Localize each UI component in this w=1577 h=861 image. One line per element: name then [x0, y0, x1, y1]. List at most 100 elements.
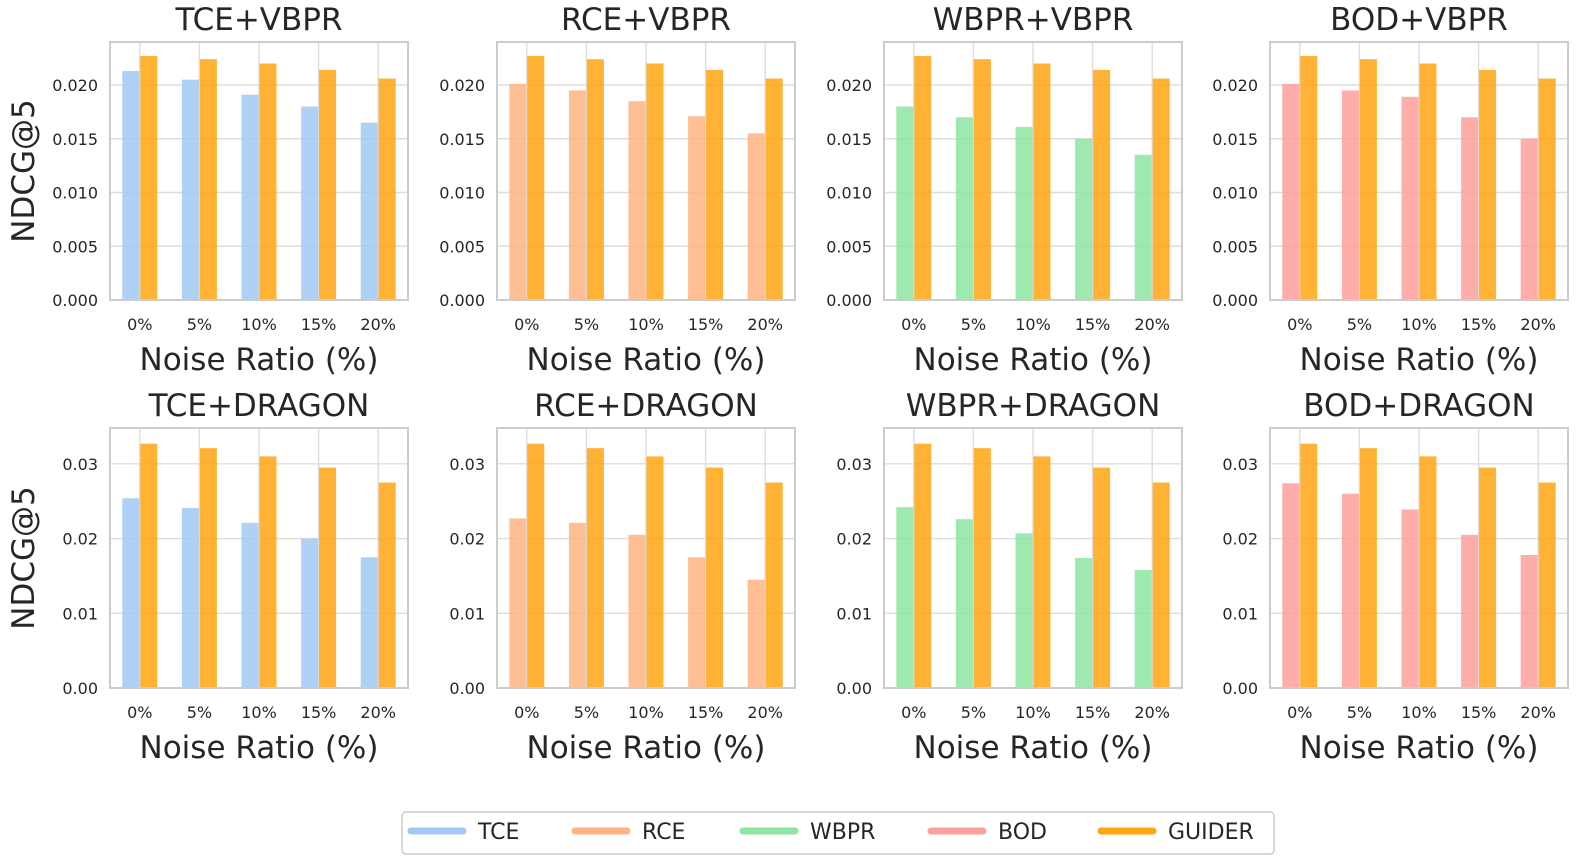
y-tick-label: 0.00 [836, 679, 872, 698]
chart-title: WBPR+DRAGON [906, 388, 1161, 424]
bar-guider [259, 456, 277, 688]
bar-guider [1359, 448, 1377, 688]
x-tick-label: 5% [1347, 315, 1372, 334]
x-tick-label: 20% [747, 315, 783, 334]
x-tick-label: 20% [360, 703, 396, 722]
bar-guider [914, 55, 932, 300]
bar-guider [586, 448, 604, 688]
x-tick-label: 5% [574, 315, 599, 334]
bar-bod [1282, 483, 1300, 688]
bar-guider [765, 482, 783, 688]
plot-frame [1269, 41, 1569, 301]
x-tick-label: 0% [514, 315, 539, 334]
chart-title: WBPR+VBPR [933, 2, 1134, 38]
chart-title: RCE+VBPR [561, 2, 731, 38]
x-tick-label: 15% [688, 315, 724, 334]
bar-wbpr [1134, 569, 1152, 688]
bar-guider [140, 443, 158, 688]
bar-guider [319, 69, 337, 300]
bar-guider [586, 59, 604, 301]
plot-frame [883, 41, 1183, 301]
y-tick-label: 0.00 [62, 679, 98, 698]
bar-guider [1419, 456, 1437, 688]
bar-wbpr [896, 507, 914, 688]
x-tick-label: 5% [961, 703, 986, 722]
y-tick-label: 0.015 [52, 130, 98, 149]
legend-label-rce: RCE [642, 820, 685, 845]
bar-guider [765, 78, 783, 300]
y-tick-label: 0.010 [439, 184, 485, 203]
bar-guider [973, 59, 991, 301]
x-tick-label: 20% [747, 703, 783, 722]
x-tick-label: 0% [901, 315, 926, 334]
x-axis-label: Noise Ratio (%) [140, 730, 379, 766]
x-tick-label: 0% [127, 703, 152, 722]
chart-title: BOD+DRAGON [1303, 388, 1534, 424]
chart-title: RCE+DRAGON [534, 388, 758, 424]
y-tick-label: 0.015 [1212, 130, 1258, 149]
x-tick-label: 10% [1401, 703, 1437, 722]
plot-frame [109, 41, 409, 301]
y-tick-label: 0.03 [1222, 455, 1258, 474]
legend-label-wbpr: WBPR [810, 820, 875, 845]
x-tick-label: 10% [1401, 315, 1437, 334]
chart-panel: 0.00 0.01 0.02 0.03 0% 5% 10% 15% 20% WBPR+DRAGON… [836, 388, 1183, 766]
plot-frame [1269, 427, 1569, 689]
bar-guider [1538, 482, 1556, 688]
bar-tce [301, 106, 319, 300]
bar-guider [1419, 63, 1437, 300]
chart-panel: 0.000 0.005 0.010 0.015 0.020 0% 5% 10% 15% 20% BO… [1212, 2, 1569, 378]
bar-guider [1152, 78, 1170, 300]
bar-bod [1341, 493, 1359, 688]
x-tick-label: 5% [574, 703, 599, 722]
bar-wbpr [1075, 558, 1093, 688]
x-tick-label: 10% [628, 703, 664, 722]
x-tick-label: 15% [1075, 315, 1111, 334]
x-axis-label: Noise Ratio (%) [1300, 342, 1539, 378]
bar-guider [1479, 467, 1497, 688]
x-tick-label: 0% [514, 703, 539, 722]
bar-wbpr [955, 519, 973, 688]
x-tick-label: 15% [301, 703, 337, 722]
y-tick-label: 0.000 [52, 291, 98, 310]
legend-label-bod: BOD [998, 820, 1047, 845]
bar-guider [646, 63, 664, 300]
plot-frame [109, 427, 409, 689]
x-tick-label: 10% [1015, 703, 1051, 722]
bar-wbpr [955, 117, 973, 300]
bar-rce [747, 133, 765, 300]
bar-tce [181, 507, 199, 688]
y-tick-label: 0.020 [1212, 76, 1258, 95]
y-tick-label: 0.020 [826, 76, 872, 95]
chart-panel: 0.000 0.005 0.010 0.015 0.020 0% 5% 10% 15% 20% RC… [439, 2, 796, 378]
y-tick-label: 0.03 [449, 455, 485, 474]
x-tick-label: 10% [1015, 315, 1051, 334]
bar-wbpr [1015, 533, 1033, 688]
chart-title: TCE+VBPR [174, 2, 342, 38]
x-axis-label: Noise Ratio (%) [140, 342, 379, 378]
y-tick-label: 0.01 [836, 604, 872, 623]
bar-bod [1520, 555, 1538, 688]
bar-guider [1033, 456, 1051, 688]
y-tick-label: 0.020 [52, 76, 98, 95]
x-tick-label: 15% [688, 703, 724, 722]
legend-label-tce: TCE [477, 820, 519, 845]
y-tick-label: 0.00 [1222, 679, 1258, 698]
x-tick-label: 5% [187, 703, 212, 722]
x-tick-label: 15% [301, 315, 337, 334]
bar-tce [360, 557, 378, 688]
bar-guider [1093, 467, 1111, 688]
y-tick-label: 0.005 [826, 237, 872, 256]
x-tick-label: 20% [1134, 315, 1170, 334]
bar-guider [140, 55, 158, 300]
y-tick-label: 0.03 [836, 455, 872, 474]
y-tick-label: 0.02 [836, 530, 872, 549]
bar-rce [628, 534, 646, 688]
bar-tce [122, 498, 140, 688]
bar-wbpr [1075, 138, 1093, 300]
bar-guider [1152, 482, 1170, 688]
bar-guider [1033, 63, 1051, 300]
bar-rce [509, 518, 527, 688]
y-tick-label: 0.000 [439, 291, 485, 310]
y-tick-label: 0.01 [1222, 604, 1258, 623]
